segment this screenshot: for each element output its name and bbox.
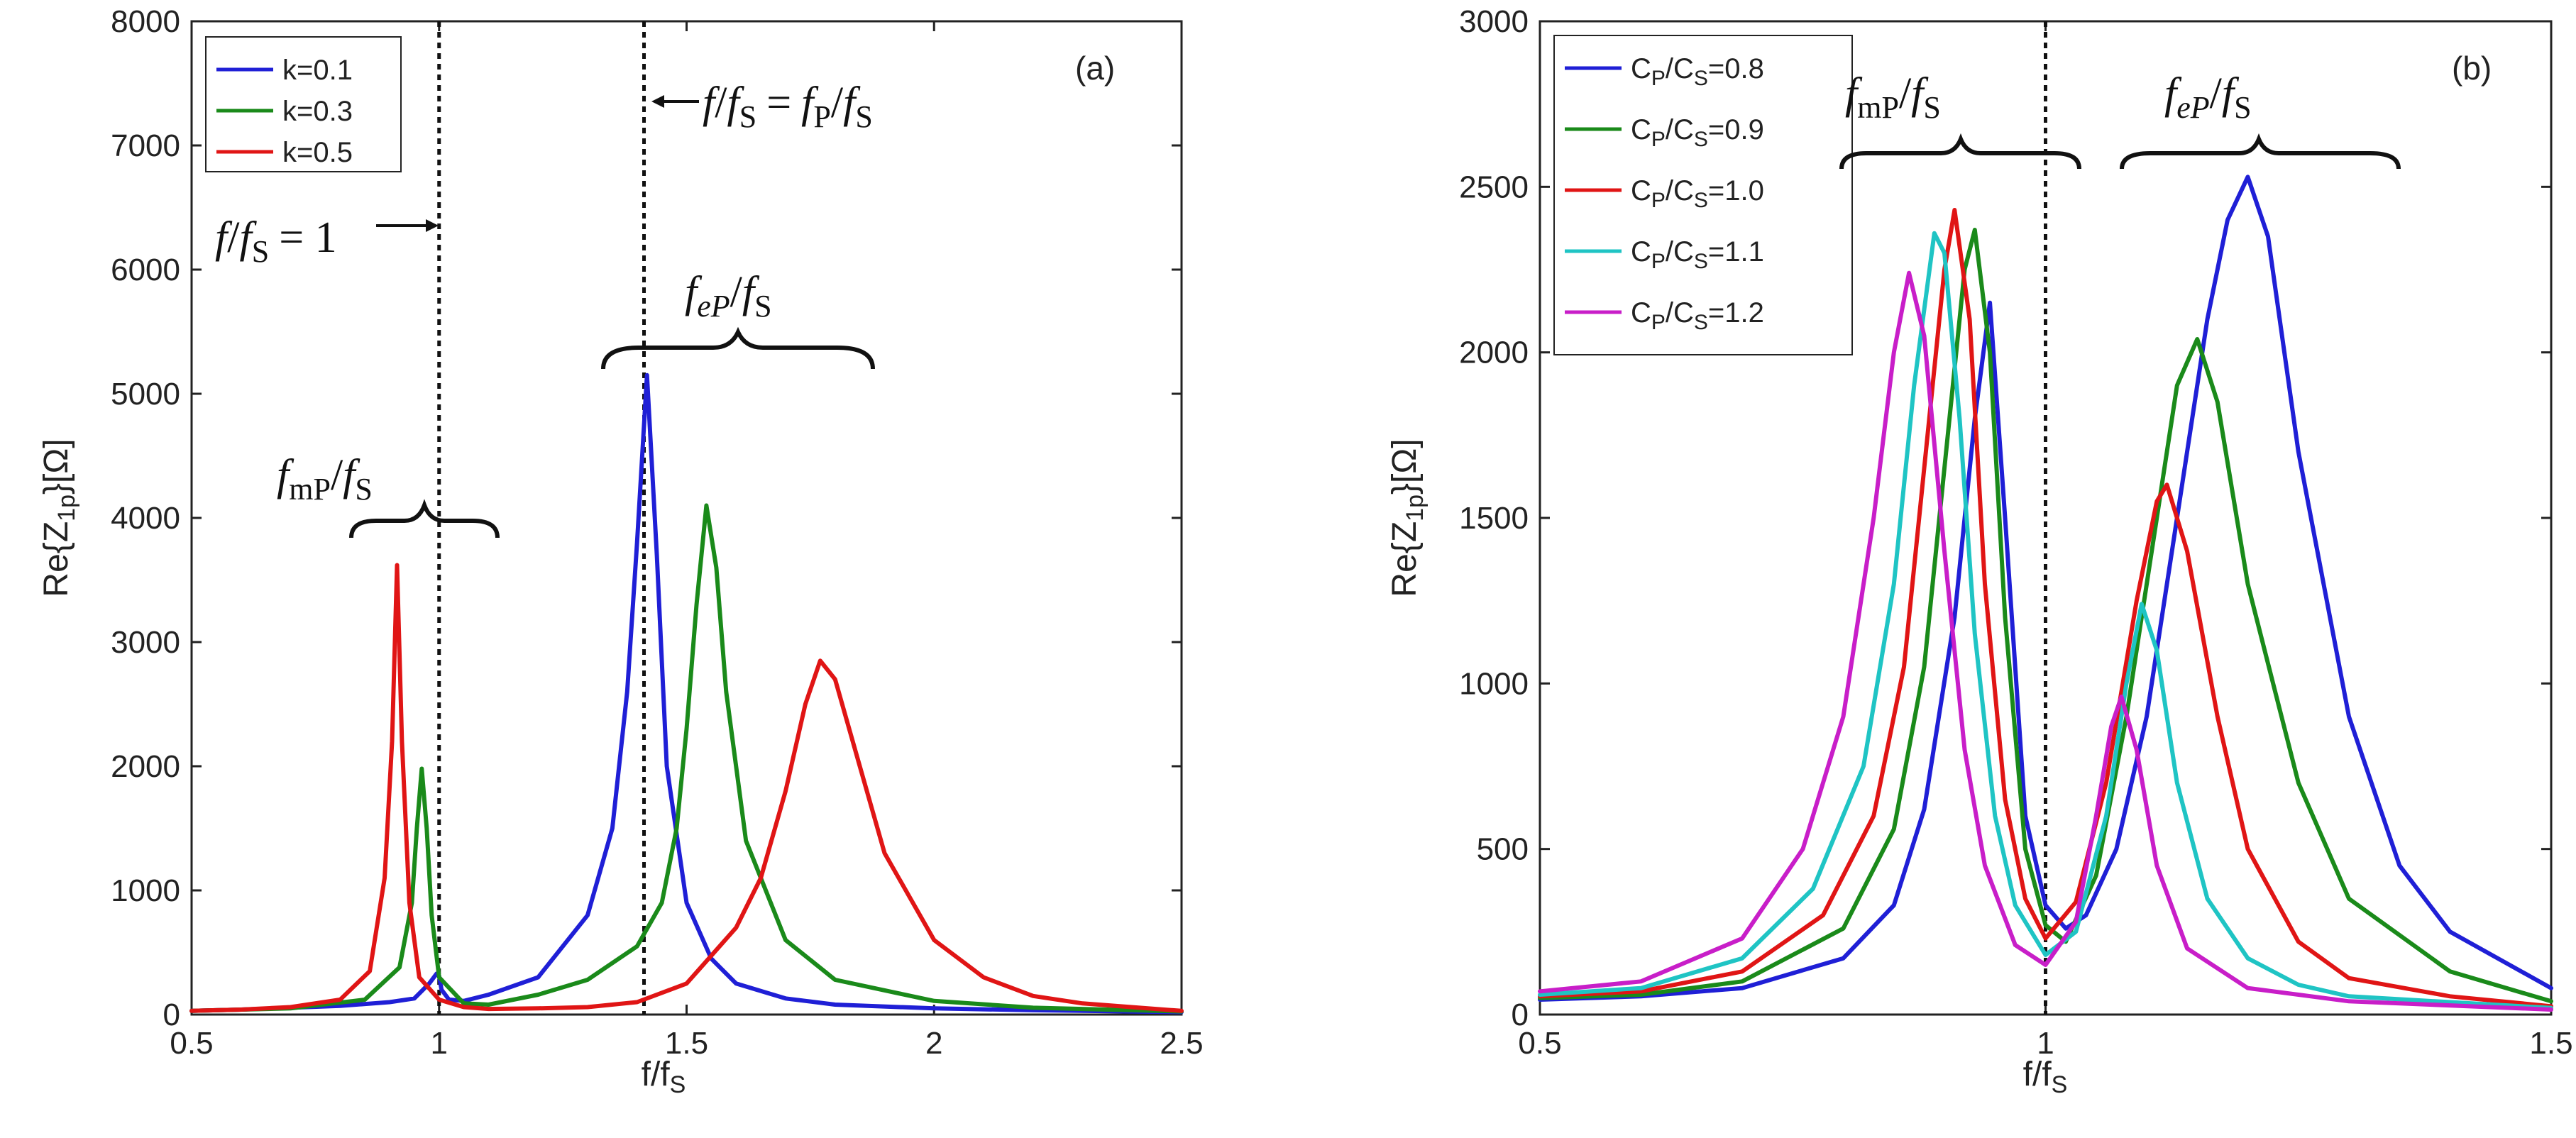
x-tick-label: 0.5	[1518, 1026, 1561, 1061]
legend-label-b-4: CP/CS=1.2	[1631, 297, 1764, 334]
series-line-b-4	[1538, 270, 2553, 1012]
panel-b-series	[1538, 175, 2553, 1012]
y-tick-label: 5000	[111, 377, 180, 411]
panel-b-x-axis-label: f/fS	[2023, 1056, 2068, 1098]
panel-a-x-axis-label: f/fS	[642, 1056, 686, 1098]
annotation-f-over-fs-equals-1: f/fS = 1	[215, 214, 439, 269]
annotation-fep-b-text: feP/fS	[2164, 70, 2252, 125]
y-tick-label: 6000	[111, 253, 180, 287]
x-tick-label: 2.5	[1160, 1026, 1203, 1061]
panel-a-y-ticks: 0 1000 2000 3000 4000 5000 6000 7000 8000	[111, 4, 1182, 1032]
series-line-a-1	[189, 503, 1184, 1014]
y-tick-label: 1000	[1459, 666, 1529, 701]
panel-b-label: (b)	[2452, 50, 2492, 87]
panel-b-y-ticks: 0 500 1000 1500 2000 2500 3000	[1459, 4, 2551, 1032]
annotation-fp-text: f/fS = fP/fS	[703, 79, 873, 134]
annotation-fep-a: feP/fS	[601, 268, 875, 370]
series-line-b-2	[1538, 208, 2553, 1009]
series-line-a-0	[189, 372, 1184, 1015]
y-tick-label: 1000	[111, 873, 180, 908]
legend-label-k01: k=0.1	[282, 55, 353, 86]
panel-b-legend: CP/CS=0.8 CP/CS=0.9 CP/CS=1.0 CP/CS=1.1 CP/C…	[1553, 35, 1853, 355]
x-tick-label: 1	[2037, 1026, 2054, 1061]
y-tick-label: 1500	[1459, 501, 1529, 536]
series-line-b-3	[1538, 231, 2553, 1010]
annotation-fep-b-brace	[2120, 133, 2401, 170]
panel-a: 0 1000 2000 3000 4000 5000 6000 7000 8000 0.5 1 1.…	[38, 4, 1204, 1098]
panel-a-series	[189, 372, 1184, 1015]
annotation-fp-arrowhead	[651, 95, 664, 108]
annotation-fmp-b-brace	[1839, 133, 2081, 170]
y-tick-label: 0	[163, 998, 180, 1032]
annotation-fp-ratio: f/fS = fP/fS	[651, 79, 873, 134]
y-tick-label: 3000	[111, 625, 180, 660]
legend-label-b-2: CP/CS=1.0	[1631, 175, 1764, 212]
legend-label-k03: k=0.3	[282, 96, 353, 127]
y-tick-label: 4000	[111, 501, 180, 536]
y-tick-label: 2500	[1459, 170, 1529, 204]
annotation-fmp-b: fmP/fS	[1839, 70, 2081, 170]
legend-label-b-1: CP/CS=0.9	[1631, 114, 1764, 151]
annotation-f1-text: f/fS = 1	[215, 214, 337, 269]
x-tick-label: 1.5	[2529, 1026, 2572, 1061]
panel-b-y-axis-label: Re{Z1p}[Ω]	[1386, 438, 1429, 597]
annotation-fep-b: feP/fS	[2120, 70, 2401, 170]
y-tick-label: 3000	[1459, 4, 1529, 39]
x-tick-label: 2	[925, 1026, 942, 1061]
annotation-fep-a-brace	[601, 326, 875, 370]
panel-a-legend: k=0.1 k=0.3 k=0.5	[205, 36, 402, 172]
y-tick-label: 8000	[111, 4, 180, 39]
x-tick-label: 1	[431, 1026, 448, 1061]
panel-b-legend-box	[1553, 35, 1853, 355]
annotation-fep-a-text: feP/fS	[685, 268, 772, 324]
y-tick-label: 2000	[111, 749, 180, 784]
y-tick-label: 500	[1477, 832, 1529, 867]
y-tick-label: 2000	[1459, 336, 1529, 370]
panel-a-label: (a)	[1075, 50, 1115, 87]
panel-a-x-ticks: 0.5 1 1.5 2 2.5	[170, 21, 1204, 1061]
y-tick-label: 0	[1512, 998, 1529, 1032]
legend-label-b-3: CP/CS=1.1	[1631, 236, 1764, 273]
annotation-fmp-b-text: fmP/fS	[1845, 70, 1941, 125]
annotation-fmp-a-brace	[349, 499, 500, 538]
panel-a-plot-area	[190, 20, 1183, 1016]
annotation-fmp-a: fmP/fS	[277, 451, 500, 538]
series-line-a-2	[189, 563, 1184, 1013]
panel-a-legend-box	[205, 36, 402, 172]
legend-label-b-0: CP/CS=0.8	[1631, 53, 1764, 90]
panel-b: 0 500 1000 1500 2000 2500 3000 0.5 1 1.5 Re{Z1p}…	[1386, 4, 2573, 1098]
legend-label-k05: k=0.5	[282, 137, 353, 168]
series-line-b-1	[1538, 228, 2553, 1004]
annotation-f1-arrowhead	[426, 219, 439, 232]
y-tick-label: 7000	[111, 128, 180, 163]
x-tick-label: 1.5	[665, 1026, 708, 1061]
x-tick-label: 0.5	[170, 1026, 213, 1061]
annotation-fmp-a-text: fmP/fS	[277, 451, 373, 507]
panel-a-y-axis-label: Re{Z1p}[Ω]	[38, 438, 80, 597]
